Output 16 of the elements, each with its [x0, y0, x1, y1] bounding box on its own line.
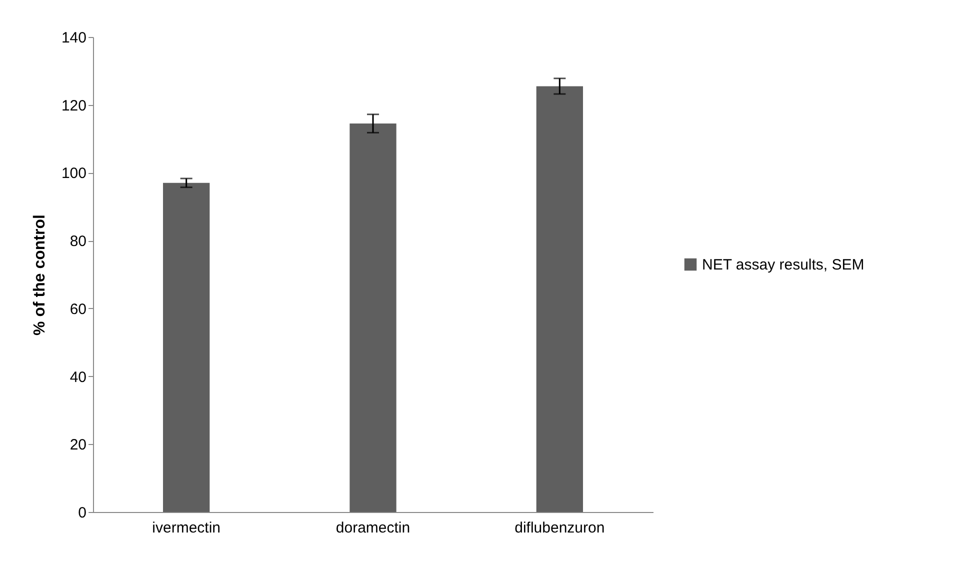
- y-tick-label: 40: [70, 368, 86, 386]
- legend-label: NET assay results, SEM: [702, 256, 864, 274]
- bar: [536, 86, 583, 512]
- x-tick-label: ivermectin: [152, 520, 221, 536]
- y-axis-title: % of the control: [31, 214, 48, 336]
- y-tick-label: 20: [70, 436, 86, 454]
- y-tick-label: 140: [61, 30, 86, 46]
- y-tick-label: 80: [70, 233, 86, 250]
- x-tick-label: diflubenzuron: [514, 520, 605, 536]
- bar: [163, 182, 210, 512]
- y-tick-label: 60: [70, 300, 86, 318]
- y-tick-label: 100: [61, 165, 86, 182]
- y-tick-label: 0: [78, 504, 86, 522]
- y-tick-label: 120: [61, 97, 86, 114]
- x-tick-label: doramectin: [336, 520, 410, 536]
- bar: [350, 124, 396, 512]
